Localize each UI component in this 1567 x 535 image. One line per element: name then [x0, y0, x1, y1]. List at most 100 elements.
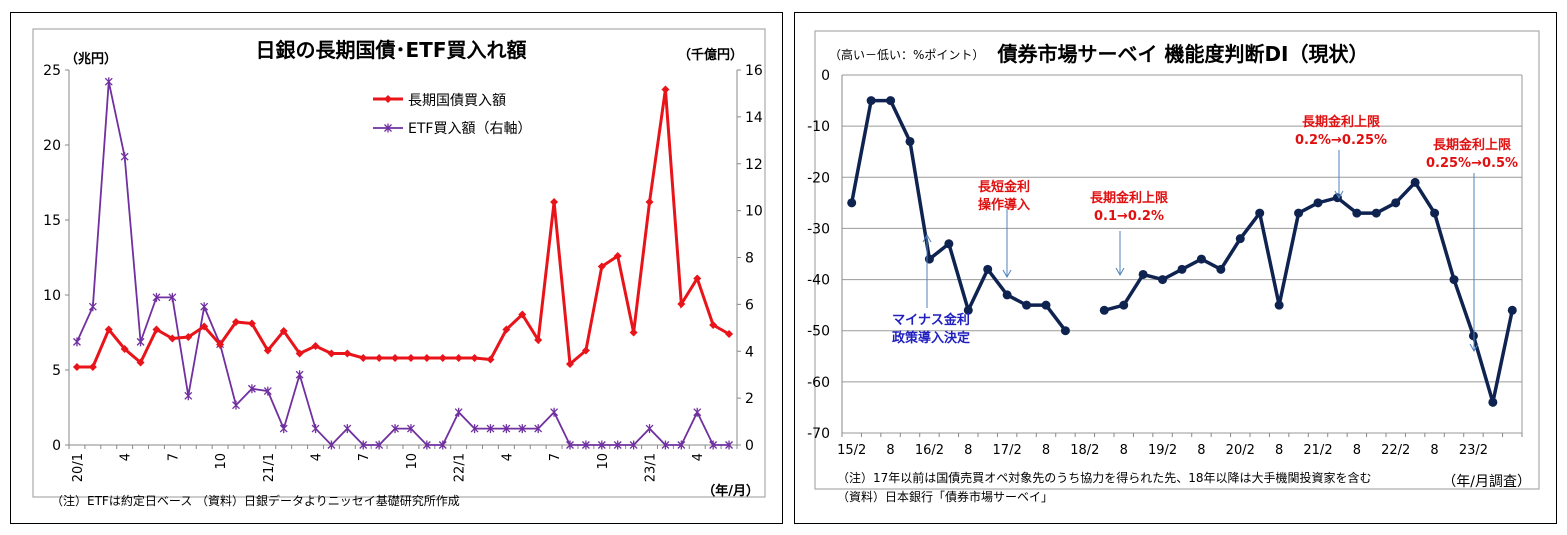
y-tick-label: -20 [807, 170, 830, 186]
jgb-purchases-point [725, 330, 734, 338]
y-tick-label-right: 16 [745, 63, 763, 79]
etf-purchases-point [534, 424, 543, 434]
function-di-point [1196, 254, 1206, 264]
x-axis-title: （年/月調査） [1442, 474, 1531, 490]
y-tick-label-right: 14 [745, 110, 763, 126]
x-tick-label: 8 [1197, 443, 1205, 458]
etf-purchases-point [343, 424, 352, 434]
y-tick-label-right: 0 [745, 438, 754, 454]
function-di-point [924, 254, 934, 264]
y-tick-label: -30 [807, 221, 830, 237]
jgb-purchases-point [645, 198, 654, 206]
etf-purchases-point [502, 424, 511, 434]
jgb-purchases-point [327, 349, 336, 358]
y-tick-label-right: 10 [745, 204, 763, 220]
annotation-label: 政策導入決定 [892, 330, 970, 346]
x-tick-label: 8 [1120, 443, 1128, 458]
y-tick-label-left: 20 [43, 138, 61, 154]
function-di-point [866, 96, 876, 106]
y-tick-label-right: 2 [745, 391, 754, 407]
etf-purchases-point [184, 391, 193, 401]
x-tick-label: 4 [500, 453, 515, 461]
etf-purchases-point [375, 440, 384, 450]
function-di-point [1430, 208, 1440, 218]
x-tick-label: 8 [1430, 443, 1438, 458]
x-tick-label: 10 [405, 453, 420, 470]
annotation-label: 0.25%→0.5% [1426, 156, 1518, 171]
x-tick-label: 23/2 [1459, 443, 1488, 458]
annotation-label: 長期金利上限 [1433, 137, 1512, 153]
annotation-arrowhead [1334, 190, 1344, 200]
function-di-point [1022, 300, 1032, 310]
legend-jgb-label: 長期国債買入額 [408, 93, 506, 109]
jgb-purchases-point [470, 354, 479, 362]
x-tick-label: 4 [691, 453, 706, 461]
function-di-point [1216, 264, 1226, 274]
function-di-point [1255, 208, 1265, 218]
jgb-purchases-point [709, 321, 718, 329]
annotation-label: 0.2%→0.25% [1295, 133, 1387, 148]
x-tick-label: 17/2 [993, 443, 1022, 458]
x-tick-label: 7 [166, 453, 181, 461]
jgb-purchases-point [168, 334, 177, 343]
etf-purchases-point [422, 440, 431, 450]
jgb-purchases-point [216, 340, 225, 349]
jgb-purchases-point [88, 363, 97, 371]
function-di-point [1371, 208, 1381, 218]
bond-market-survey-chart: 0 -10 -20 -30 -40 -50 -60 -70 15/2 8 16/2 8 17/2 8 18/… [807, 30, 1540, 504]
jgb-purchases-point [613, 252, 622, 260]
jgb-purchases-point [359, 354, 368, 362]
x-tick-label: 4 [119, 453, 134, 461]
etf-purchases-point [311, 424, 320, 434]
etf-purchases-point [566, 440, 574, 450]
jgb-purchases-point [279, 327, 288, 335]
etf-purchases-point [120, 152, 129, 162]
etf-purchases-point [72, 337, 81, 347]
y-tick-label-right: 8 [745, 251, 754, 267]
jgb-purchases-point [375, 354, 384, 362]
jgb-purchases-point [152, 325, 161, 334]
legend-etf-marker [384, 123, 392, 133]
x-tick-label: 23/1 [644, 453, 659, 482]
function-di-point [1158, 275, 1168, 285]
etf-purchases-point [168, 292, 177, 302]
y-axis-title: （高い－低い：%ポイント） [829, 47, 984, 62]
jgb-purchases-point [518, 310, 527, 319]
etf-purchases-point [470, 424, 479, 434]
jgb-purchases-point [72, 363, 81, 371]
function-di-point [1507, 305, 1517, 315]
etf-purchases-point [152, 292, 161, 302]
etf-purchases-point [645, 424, 654, 434]
etf-purchases-point [597, 440, 606, 450]
y-tick-label: -40 [807, 273, 830, 289]
x-tick-label: 10 [214, 453, 229, 470]
y-axis-title-right: （千億円） [678, 47, 743, 63]
annotation-arrowhead [1115, 267, 1125, 277]
annotation-label: 操作導入 [978, 197, 1030, 213]
jgb-purchases-point [597, 262, 606, 271]
function-di-point [1138, 269, 1148, 279]
footnote: （注）17年以前は国債売買オペ対象先のうち協力を得られた先、18年以降は大手機関… [837, 470, 1372, 485]
x-tick-label: 8 [1353, 443, 1361, 458]
jgb-purchases-line [76, 89, 730, 369]
etf-purchases-point [518, 424, 527, 434]
function-di-point [1060, 326, 1070, 336]
y-tick-label-right: 6 [745, 297, 754, 313]
function-di-point [1002, 290, 1012, 300]
etf-purchases-point [391, 424, 400, 434]
chart-title: 債券市場サーベイ 機能度判断DI（現状） [996, 42, 1368, 66]
x-tick-label: 22/1 [453, 453, 468, 482]
legend-etf-label: ETF買入額（右軸） [408, 121, 531, 137]
function-di-point [886, 96, 896, 106]
y-tick-label: -10 [807, 119, 830, 135]
jgb-purchases-point [406, 354, 415, 362]
etf-purchases-point [629, 440, 638, 450]
function-di-point [983, 264, 993, 274]
jgb-purchases-point [502, 325, 511, 334]
x-tick-label: 7 [548, 453, 563, 461]
etf-purchases-point [550, 407, 559, 417]
x-tick-label: 8 [886, 443, 894, 458]
jgb-purchases-point [343, 349, 352, 358]
jgb-purchases-point [263, 346, 272, 355]
x-tick-label: 7 [357, 453, 372, 461]
